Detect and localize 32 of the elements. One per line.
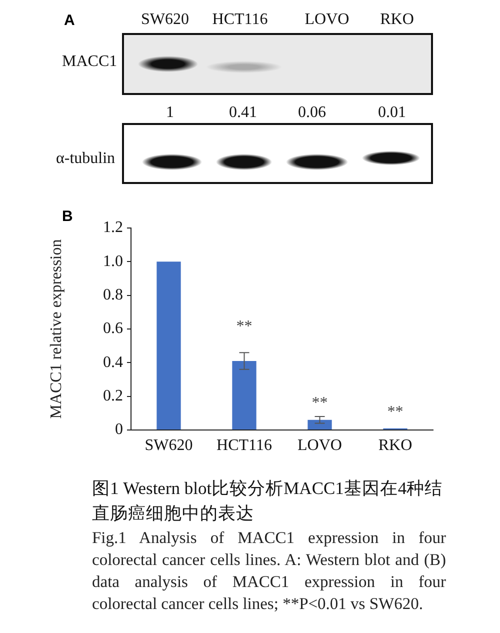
data-label: 1	[166, 103, 174, 123]
bar	[232, 360, 256, 430]
data-label: 0.41	[229, 103, 257, 123]
caption: 图1 Western blot比较分析MACC1基因在4种结直肠癌细胞中的表达	[92, 477, 444, 525]
annotation: **	[236, 318, 252, 335]
y-tick-label: 0.4	[103, 354, 123, 371]
text: A	[64, 12, 75, 30]
data-label: 0.06	[298, 103, 326, 123]
category-label: LOVO	[304, 11, 350, 28]
text: MACC1	[62, 52, 118, 72]
data-label: 0.01	[378, 103, 406, 123]
y-tick-label: 0.2	[103, 388, 123, 405]
x-tick-label: HCT116	[216, 436, 272, 454]
y-tick-label: 0.6	[103, 320, 123, 338]
y-tick-label: 0	[115, 421, 123, 438]
text: α-tubulin	[56, 149, 116, 169]
bar	[308, 420, 332, 430]
x-tick-label: RKO	[378, 436, 412, 454]
x-tick-label: LOVO	[298, 436, 342, 454]
y-tick-label: 1.2	[103, 219, 123, 236]
y-axis-title: MACC1 relative expression	[48, 239, 65, 419]
y-tick-label: 1.0	[103, 252, 123, 270]
bar	[156, 262, 181, 430]
annotation: **	[312, 394, 328, 412]
category-label: SW620	[141, 11, 189, 28]
y-tick-label: 0.8	[103, 286, 123, 304]
caption: Fig.1 Analysis of MACC1 expression in four colorectal cancer cells lines. A: Western blot and (B) data analysis of MACC1 expression in four colorectal cancer cells lines; **P<0.01 vs SW620.	[92, 527, 446, 615]
annotation: **	[387, 404, 404, 421]
text: B	[62, 208, 73, 226]
x-tick-label: SW620	[144, 436, 193, 454]
category-label: RKO	[380, 11, 414, 28]
category-label: HCT116	[212, 11, 268, 28]
